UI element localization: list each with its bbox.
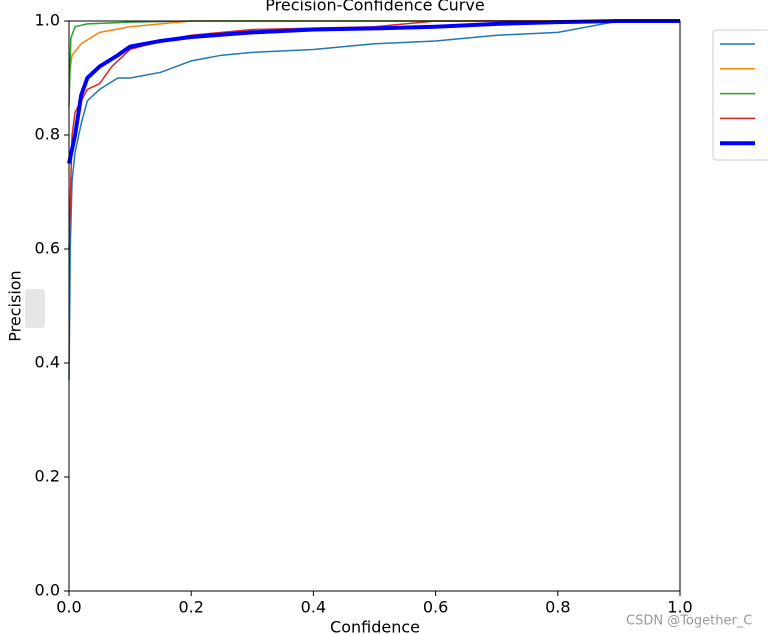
watermark: CSDN @Together_C xyxy=(626,614,752,629)
y-tick-label: 0.2 xyxy=(35,467,60,486)
y-tick-label: 1.0 xyxy=(35,11,60,30)
series-line xyxy=(68,20,680,250)
chart-title: Precision-Confidence Curve xyxy=(265,0,484,15)
series-line xyxy=(68,20,680,107)
y-tick-label: 0.0 xyxy=(35,581,60,600)
plot-frame xyxy=(68,20,681,592)
x-tick-label: 0.8 xyxy=(545,598,570,617)
y-tick-label: 0.6 xyxy=(35,239,60,258)
x-axis-label: Confidence xyxy=(330,618,420,634)
overlay-tab xyxy=(25,289,45,328)
legend xyxy=(712,29,768,161)
x-tick-label: 0.6 xyxy=(423,598,448,617)
x-tick-label: 0.0 xyxy=(56,598,81,617)
y-tick-label: 0.4 xyxy=(35,353,60,372)
y-tick-label: 0.8 xyxy=(35,125,60,144)
x-tick-label: 1.0 xyxy=(667,598,692,617)
y-axis-label: Precision xyxy=(6,270,25,341)
series-line xyxy=(67,19,680,164)
x-tick-label: 0.2 xyxy=(178,598,203,617)
x-tick-label: 0.4 xyxy=(301,598,326,617)
series-line xyxy=(68,20,680,381)
